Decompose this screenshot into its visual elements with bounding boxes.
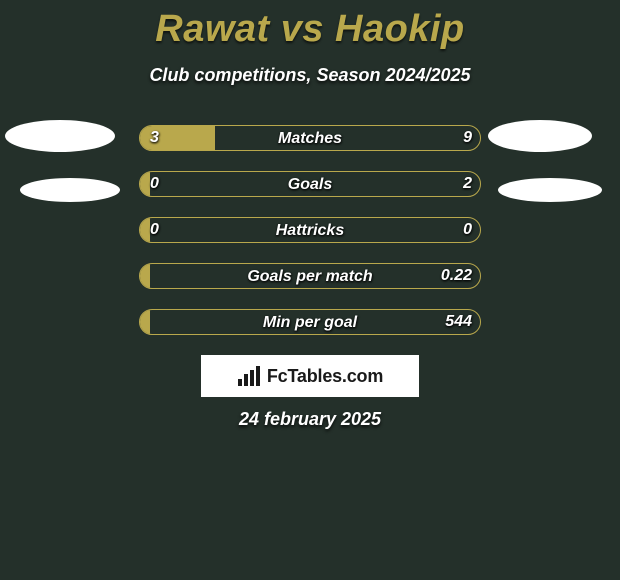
stat-row: Goals per match0.22 — [0, 263, 620, 289]
stat-bar: Goals per match — [139, 263, 481, 289]
brand-box: FcTables.com — [201, 355, 419, 397]
stat-value-right: 0.22 — [441, 263, 472, 289]
stat-value-left: 3 — [150, 125, 159, 151]
stat-value-right: 0 — [463, 217, 472, 243]
stat-value-left: 0 — [150, 171, 159, 197]
stat-label: Hattricks — [140, 218, 480, 243]
stat-bar: Matches — [139, 125, 481, 151]
stat-value-right: 2 — [463, 171, 472, 197]
date-label: 24 february 2025 — [0, 409, 620, 430]
stat-value-left: 0 — [150, 217, 159, 243]
stat-row: Min per goal544 — [0, 309, 620, 335]
stat-bar: Min per goal — [139, 309, 481, 335]
page-subtitle: Club competitions, Season 2024/2025 — [0, 65, 620, 86]
stat-row: Goals0 2 — [0, 171, 620, 197]
stat-bar: Goals — [139, 171, 481, 197]
page-title: Rawat vs Haokip — [0, 0, 620, 51]
stat-label: Min per goal — [140, 310, 480, 335]
stat-label: Goals per match — [140, 264, 480, 289]
stat-row: Matches3 9 — [0, 125, 620, 151]
stat-label: Goals — [140, 172, 480, 197]
stat-bar: Hattricks — [139, 217, 481, 243]
stat-label: Matches — [140, 126, 480, 151]
stat-value-right: 9 — [463, 125, 472, 151]
brand-text: FcTables.com — [267, 366, 383, 387]
stat-row: Hattricks0 0 — [0, 217, 620, 243]
brand-bars-icon — [237, 365, 261, 387]
stat-rows: Matches39Goals02Hattricks00Goals per mat… — [0, 125, 620, 355]
stat-value-right: 544 — [445, 309, 472, 335]
